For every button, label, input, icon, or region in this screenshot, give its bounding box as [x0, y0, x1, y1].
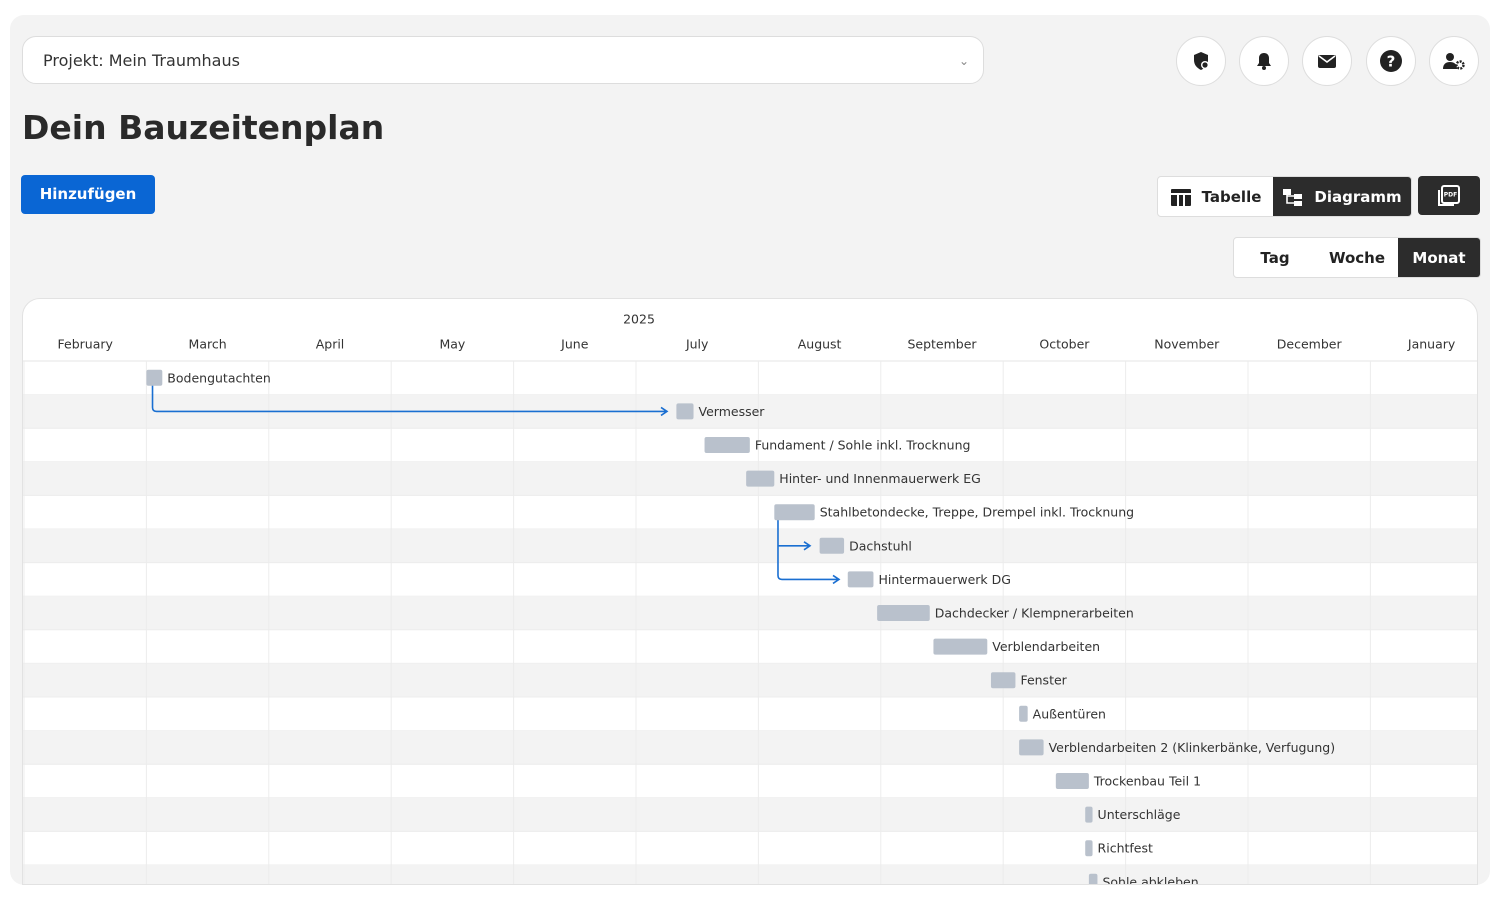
mail-button[interactable]	[1302, 36, 1352, 86]
task-label: Fenster	[1020, 673, 1067, 688]
view-toggle: Tabelle Diagramm	[1157, 176, 1412, 217]
year-label: 2025	[623, 312, 655, 327]
task-bar	[1088, 873, 1098, 884]
task-bar	[933, 638, 988, 655]
month-label: July	[685, 337, 709, 352]
task-label: Verblendarbeiten	[992, 639, 1100, 654]
svg-text:PDF: PDF	[1444, 191, 1457, 198]
chevron: ⌄	[958, 54, 969, 68]
day-button[interactable]: Tag	[1260, 248, 1290, 267]
row-stripe	[23, 730, 1477, 765]
task-label: Unterschläge	[1098, 807, 1181, 822]
task-bar	[704, 437, 750, 453]
month-label: September	[907, 337, 977, 352]
task-label: Dachdecker / Klempnerarbeiten	[935, 606, 1134, 621]
month-label: October	[1039, 337, 1090, 352]
gantt-card: 2025 February March April May June July August…	[22, 298, 1478, 885]
task-bar	[746, 470, 775, 487]
project-label: Projekt: Mein Traumhaus	[43, 51, 240, 70]
diagram-label: Diagramm	[1314, 187, 1402, 206]
table-view-button[interactable]: Tabelle	[1158, 177, 1273, 216]
table-label: Tabelle	[1201, 187, 1262, 206]
task-bar	[1055, 773, 1089, 789]
dependency-arrow	[777, 519, 841, 585]
row-stripe	[23, 663, 1477, 697]
row-stripe	[23, 797, 1477, 832]
month-label: January	[1407, 337, 1456, 352]
month-label: February	[58, 337, 114, 352]
row-stripe	[23, 529, 1477, 563]
task-bar	[146, 369, 163, 386]
row-stripe	[23, 596, 1477, 630]
gantt-chart: 2025 February March April May June July August…	[23, 312, 1477, 885]
task-bar	[990, 672, 1016, 689]
task-label: Hintermauerwerk DG	[878, 572, 1010, 587]
month-button[interactable]: Monat	[1398, 238, 1480, 277]
task-label: Außentüren	[1033, 706, 1106, 721]
task-bar	[1019, 705, 1028, 722]
help-button[interactable]: ?	[1366, 36, 1416, 86]
task-label: Richtfest	[1098, 841, 1153, 856]
month-label: March	[189, 337, 227, 352]
task-bar	[877, 605, 930, 621]
task-label: Stahlbetondecke, Treppe, Drempel inkl. T…	[820, 505, 1134, 520]
svg-text:?: ?	[1387, 53, 1396, 71]
month-label: June	[560, 337, 589, 352]
project-select[interactable]: Projekt: Mein Traumhaus ⌄	[22, 36, 984, 84]
task-label: Vermesser	[699, 404, 766, 419]
task-label: Fundament / Sohle inkl. Trocknung	[755, 438, 971, 453]
dependency-arrow	[151, 384, 669, 417]
task-bar	[774, 504, 815, 521]
bell-button[interactable]	[1239, 36, 1289, 86]
task-bar	[1085, 840, 1093, 857]
task-bar	[847, 571, 874, 588]
diagram-view-button[interactable]: Diagramm	[1273, 177, 1411, 216]
month-label: August	[798, 337, 842, 352]
row-stripe	[23, 865, 1477, 884]
task-label: Dachstuhl	[849, 538, 912, 553]
add-button[interactable]: Hinzufügen	[21, 175, 155, 214]
task-label: Sohle abkleben	[1102, 874, 1198, 885]
month-label: November	[1154, 337, 1220, 352]
task-bar	[1085, 806, 1093, 823]
month-label: May	[439, 337, 465, 352]
task-label: Bodengutachten	[167, 370, 271, 385]
task-label: Trockenbau Teil 1	[1093, 774, 1201, 789]
task-label: Verblendarbeiten 2 (Klinkerbänke, Verfug…	[1049, 740, 1336, 755]
month-label: April	[316, 337, 345, 352]
pdf-button[interactable]: PDF	[1418, 176, 1480, 215]
task-bar	[1019, 739, 1044, 756]
user-settings-button[interactable]	[1429, 36, 1479, 86]
page-title: Dein Bauzeitenplan	[22, 108, 385, 147]
task-bar	[819, 537, 845, 554]
task-label: Hinter- und Innenmauerwerk EG	[779, 471, 981, 486]
rows	[23, 360, 1477, 884]
month-label: December	[1277, 337, 1343, 352]
scale-toggle: Tag Woche Monat	[1233, 237, 1481, 278]
shield-button[interactable]	[1176, 36, 1226, 86]
task-bar	[676, 403, 694, 420]
week-button[interactable]: Woche	[1328, 248, 1386, 267]
